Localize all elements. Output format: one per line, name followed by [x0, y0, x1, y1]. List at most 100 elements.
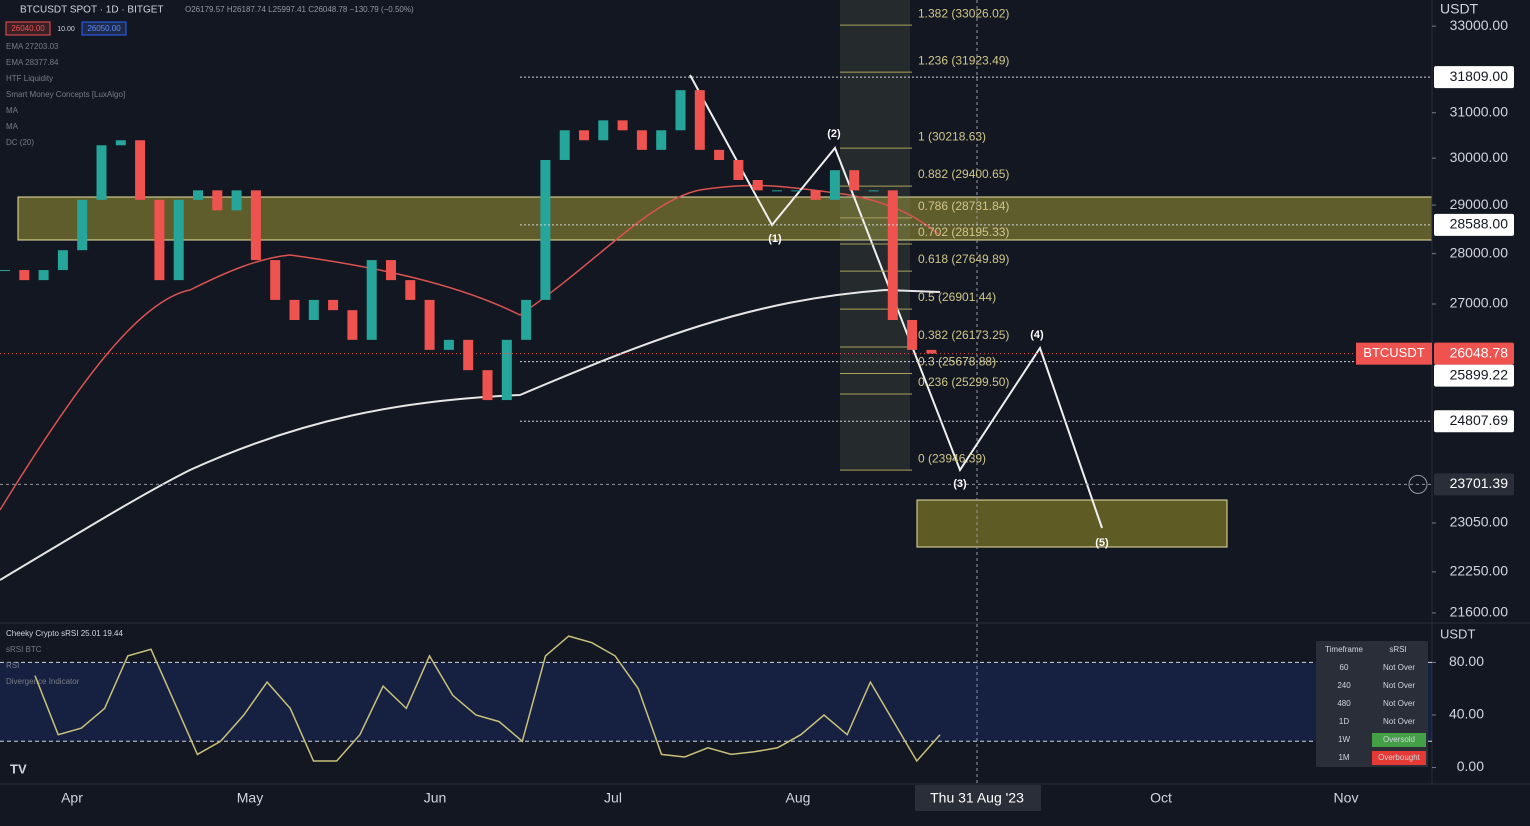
- oscillator-title: Cheeky Crypto sRSI 25.01 19.44: [6, 629, 124, 638]
- candle: [366, 260, 377, 340]
- candle: [791, 190, 802, 192]
- table-status: Not Over: [1383, 663, 1415, 672]
- table-header: sRSI: [1389, 645, 1406, 654]
- y-tick-label: 22250.00: [1450, 563, 1509, 579]
- table-timeframe: 60: [1340, 663, 1349, 672]
- fib-label: 0.618 (27649.89): [918, 252, 1009, 266]
- candle: [617, 120, 628, 131]
- price-label-box: [1434, 473, 1514, 496]
- osc-indicator-label: Divergence Indicator: [6, 677, 80, 686]
- bid-box[interactable]: [5, 21, 51, 36]
- table-status: Not Over: [1383, 717, 1415, 726]
- y-tick-label: 30000.00: [1450, 149, 1509, 165]
- ask-box[interactable]: [81, 21, 127, 36]
- wave-label: (5): [1095, 537, 1109, 549]
- ema-200-line: [0, 288, 941, 581]
- candle: [907, 319, 918, 350]
- wave-label: (2): [827, 128, 841, 140]
- y-tick-label: 29000.00: [1450, 196, 1509, 212]
- candle: [212, 190, 223, 211]
- y-tick-label: 27000.00: [1450, 295, 1509, 311]
- fib-label: 0.882 (29400.65): [918, 167, 1009, 181]
- table-timeframe: 1D: [1339, 717, 1349, 726]
- indicator-label: DC (20): [6, 138, 34, 147]
- x-tick-label: Aug: [786, 790, 811, 806]
- crosshair-date: Thu 31 Aug '23: [930, 790, 1024, 806]
- indicator-label: EMA 28377.84: [6, 58, 59, 67]
- candle: [810, 190, 821, 200]
- table-timeframe: 1M: [1338, 753, 1349, 762]
- table-timeframe: 240: [1337, 681, 1351, 690]
- fib-label: 0.236 (25299.50): [918, 375, 1009, 389]
- osc-tick-label: 0.00: [1457, 758, 1484, 774]
- candle: [424, 299, 435, 350]
- logo[interactable]: TV: [10, 761, 27, 776]
- candle: [579, 130, 589, 141]
- fib-label: 1.382 (33026.02): [918, 6, 1009, 20]
- fib-label: 1 (30218.63): [918, 129, 986, 143]
- candle: [733, 159, 744, 180]
- candle: [193, 190, 203, 200]
- candle: [386, 260, 396, 281]
- ohlc-values: O26179.57 H26187.74 L25997.41 C26048.78 …: [185, 5, 414, 14]
- x-tick-label: Oct: [1150, 790, 1172, 806]
- candle: [849, 170, 860, 191]
- price-label-box: [1434, 410, 1514, 433]
- indicator-label: MA: [6, 106, 19, 115]
- candle: [829, 170, 840, 200]
- table-status: Overbought: [1378, 753, 1421, 762]
- candle: [405, 280, 416, 300]
- candle: [250, 190, 261, 261]
- candle: [482, 370, 493, 401]
- status-cell: [1372, 733, 1426, 747]
- candle: [115, 140, 126, 146]
- candle: [19, 270, 30, 281]
- candle: [135, 140, 146, 200]
- candle: [887, 190, 898, 320]
- indicator-label: HTF Liquidity: [6, 74, 53, 83]
- osc-tick-label: 80.00: [1449, 653, 1484, 669]
- table-timeframe: 480: [1337, 699, 1351, 708]
- fib-label: 0.5 (26901.44): [918, 290, 996, 304]
- candle: [0, 270, 10, 272]
- candle: [231, 190, 242, 211]
- price-label: 23701.39: [1450, 475, 1509, 491]
- candle: [598, 120, 609, 141]
- currency-label[interactable]: USDT: [1440, 1, 1479, 17]
- target-zone: [916, 499, 1228, 548]
- symbol-badge-label: BTCUSDT: [1363, 345, 1424, 360]
- osc-indicator-label: RSI: [6, 661, 19, 670]
- price-label-box: [1434, 342, 1514, 365]
- candle: [675, 90, 686, 131]
- table-header: Timeframe: [1325, 645, 1363, 654]
- y-tick-label: 28000.00: [1450, 244, 1509, 260]
- candle: [752, 179, 763, 191]
- wave-label: (3): [953, 478, 967, 490]
- candle: [656, 130, 667, 150]
- candle: [77, 199, 88, 251]
- fib-area: [840, 0, 910, 470]
- candle: [540, 159, 551, 300]
- osc-tick-label: 40.00: [1449, 706, 1484, 722]
- price-label-box: [1434, 66, 1514, 89]
- symbol-title: BTCUSDT SPOT · 1D · BITGET: [20, 5, 164, 16]
- candle: [714, 149, 725, 160]
- candle: [173, 199, 184, 281]
- osc-indicator-label: sRSI BTC: [6, 645, 42, 654]
- candle: [154, 199, 165, 281]
- table-status: Not Over: [1383, 699, 1415, 708]
- x-tick-label: May: [237, 790, 263, 806]
- candle: [270, 260, 281, 300]
- candle: [694, 90, 705, 150]
- candle: [38, 270, 49, 281]
- candle: [501, 339, 512, 401]
- supply-zone: [17, 196, 1433, 241]
- fib-label: 1.236 (31923.49): [918, 53, 1009, 67]
- candle: [328, 299, 339, 311]
- add-alert-button[interactable]: [1408, 474, 1428, 494]
- spread: 10.00: [57, 26, 75, 33]
- candle: [772, 190, 782, 192]
- candle: [347, 310, 358, 340]
